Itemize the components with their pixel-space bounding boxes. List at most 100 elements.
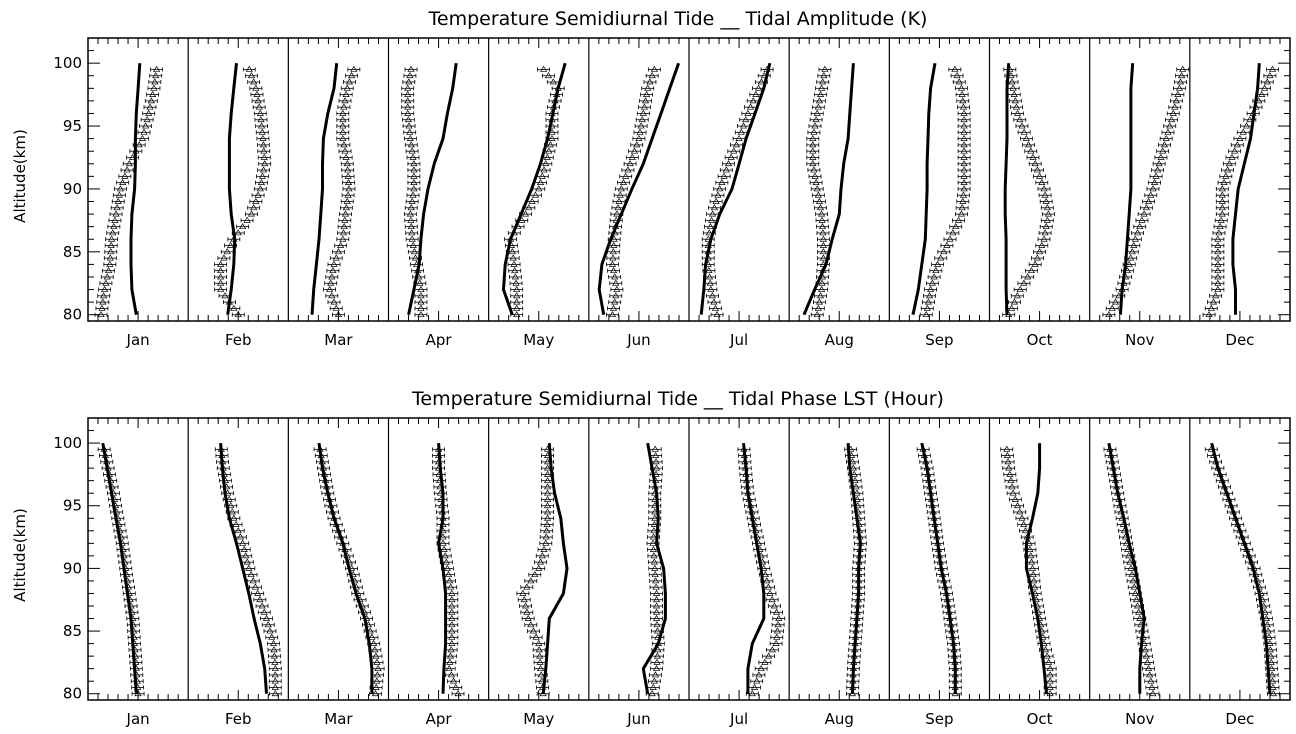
obs-marker bbox=[819, 229, 827, 236]
obs-marker bbox=[1268, 65, 1277, 72]
obs-marker bbox=[261, 160, 269, 167]
obs-marker bbox=[100, 292, 108, 299]
obs-marker bbox=[140, 128, 148, 135]
obs-marker bbox=[260, 147, 268, 154]
obs-marker bbox=[612, 279, 620, 286]
amplitude-model-line-sep bbox=[911, 62, 937, 316]
amplitude-obs-oct bbox=[1002, 65, 1055, 318]
obs-marker bbox=[543, 483, 552, 490]
obs-marker bbox=[114, 197, 122, 204]
obs-marker bbox=[220, 254, 228, 261]
obs-marker bbox=[928, 279, 936, 286]
obs-marker bbox=[1027, 147, 1035, 154]
obs-marker bbox=[535, 639, 543, 646]
obs-marker bbox=[524, 614, 532, 621]
obs-marker bbox=[103, 273, 111, 280]
obs-marker bbox=[1268, 664, 1276, 672]
obs-marker bbox=[417, 298, 425, 305]
obs-marker bbox=[774, 621, 782, 628]
obs-marker bbox=[343, 160, 351, 167]
obs-marker bbox=[410, 178, 418, 185]
amplitude-obs-aug bbox=[806, 65, 832, 318]
obs-marker bbox=[548, 134, 556, 141]
phase-ytick-label: 80 bbox=[63, 685, 82, 703]
obs-marker bbox=[404, 97, 412, 104]
obs-marker bbox=[448, 614, 456, 621]
obs-marker bbox=[1269, 683, 1277, 690]
obs-marker bbox=[851, 476, 859, 484]
obs-marker bbox=[1043, 652, 1051, 659]
obs-marker bbox=[1215, 229, 1223, 236]
obs-marker bbox=[809, 141, 817, 148]
obs-marker bbox=[366, 627, 374, 634]
obs-marker bbox=[1035, 172, 1044, 179]
obs-marker bbox=[814, 191, 822, 198]
obs-marker bbox=[448, 608, 456, 615]
obs-marker bbox=[638, 116, 646, 123]
obs-marker bbox=[727, 153, 735, 160]
obs-marker bbox=[1264, 627, 1272, 634]
obs-marker bbox=[732, 141, 741, 148]
obs-marker bbox=[529, 627, 538, 634]
obs-marker bbox=[407, 141, 415, 148]
obs-marker bbox=[815, 197, 824, 204]
obs-marker bbox=[609, 267, 618, 274]
obs-marker bbox=[531, 570, 539, 578]
obs-marker bbox=[1133, 229, 1142, 236]
obs-marker bbox=[650, 552, 658, 559]
obs-marker bbox=[1214, 273, 1222, 280]
obs-marker bbox=[925, 292, 934, 299]
obs-marker bbox=[539, 65, 548, 72]
phase-ytick-label: 85 bbox=[63, 622, 82, 640]
phase-ytick-label: 95 bbox=[63, 497, 82, 515]
obs-marker bbox=[705, 267, 713, 274]
obs-marker bbox=[416, 279, 424, 286]
obs-marker bbox=[765, 652, 773, 659]
obs-marker bbox=[327, 279, 335, 286]
amplitude-model-line-oct bbox=[1003, 63, 1011, 315]
phase-model-line-may bbox=[541, 442, 569, 694]
obs-marker bbox=[443, 564, 452, 571]
obs-marker bbox=[650, 520, 658, 527]
obs-marker bbox=[249, 577, 257, 584]
obs-marker bbox=[447, 583, 455, 590]
obs-marker bbox=[959, 103, 968, 110]
amplitude-obs-jan bbox=[94, 65, 163, 318]
obs-marker bbox=[652, 664, 661, 672]
obs-marker bbox=[1263, 621, 1271, 628]
obs-marker bbox=[766, 589, 774, 596]
obs-marker bbox=[447, 671, 455, 678]
obs-marker bbox=[543, 495, 552, 502]
obs-marker bbox=[735, 134, 743, 141]
obs-marker bbox=[108, 235, 116, 242]
obs-marker bbox=[1174, 90, 1182, 97]
amplitude-ytick-label: 85 bbox=[63, 243, 82, 261]
obs-marker bbox=[228, 508, 236, 515]
obs-marker bbox=[1236, 134, 1244, 141]
obs-marker bbox=[334, 248, 343, 255]
obs-marker bbox=[542, 160, 550, 167]
obs-marker bbox=[718, 178, 726, 185]
obs-marker bbox=[256, 185, 264, 192]
obs-marker bbox=[610, 241, 618, 248]
obs-marker bbox=[373, 671, 382, 678]
obs-marker bbox=[652, 596, 661, 603]
obs-marker bbox=[651, 564, 659, 571]
obs-marker bbox=[513, 285, 521, 292]
obs-marker bbox=[1266, 72, 1274, 79]
obs-marker bbox=[540, 166, 548, 173]
obs-marker bbox=[342, 204, 350, 211]
obs-marker bbox=[531, 191, 540, 198]
obs-marker bbox=[253, 90, 261, 97]
obs-marker bbox=[1031, 260, 1039, 267]
obs-marker bbox=[1150, 178, 1159, 185]
obs-marker bbox=[339, 109, 347, 116]
obs-marker bbox=[543, 527, 551, 534]
obs-marker bbox=[257, 178, 266, 185]
obs-marker bbox=[344, 166, 352, 173]
obs-marker bbox=[448, 633, 456, 640]
obs-marker bbox=[609, 304, 618, 311]
obs-marker bbox=[615, 197, 623, 204]
obs-marker bbox=[245, 65, 253, 72]
obs-marker bbox=[527, 621, 535, 628]
